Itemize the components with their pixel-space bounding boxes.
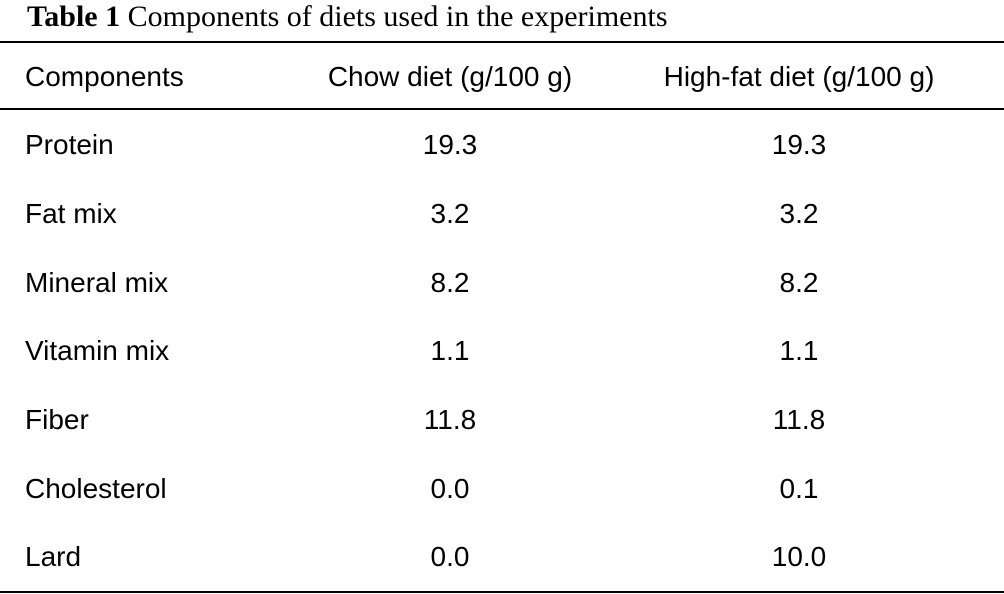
row-label: Mineral mix [25, 267, 169, 298]
table-row: Vitamin mix 1.1 1.1 [0, 331, 1004, 371]
chow-value: 19.3 [422, 129, 478, 160]
chow-value: 0.0 [430, 541, 470, 572]
header-chow-diet: Chow diet (g/100 g) [327, 61, 573, 92]
high-fat-value: 19.3 [771, 129, 827, 160]
chow-value: 1.1 [430, 335, 470, 366]
table-bottom-rule [0, 591, 1004, 593]
row-label: Protein [25, 129, 114, 160]
header-high-fat-diet: High-fat diet (g/100 g) [663, 61, 935, 92]
table-caption-label: Table 1 [27, 0, 121, 33]
chow-value: 11.8 [423, 404, 477, 435]
table-top-rule [0, 41, 1004, 43]
chow-value: 0.0 [430, 473, 470, 504]
table-caption-text: Components of diets used in the experime… [127, 0, 668, 33]
row-label: Cholesterol [25, 473, 167, 504]
row-label: Fat mix [25, 198, 117, 229]
table-row: Fat mix 3.2 3.2 [0, 194, 1004, 234]
row-label: Lard [25, 541, 82, 572]
table-row: Lard 0.0 10.0 [0, 537, 1004, 577]
high-fat-value: 0.1 [779, 473, 819, 504]
high-fat-value: 11.8 [772, 404, 826, 435]
high-fat-value: 1.1 [779, 335, 819, 366]
table-caption: Table 1 Components of diets used in the … [27, 0, 668, 34]
high-fat-value: 8.2 [779, 267, 819, 298]
header-components: Components [25, 61, 184, 92]
chow-value: 8.2 [430, 267, 470, 298]
table-header-row: Components Chow diet (g/100 g) High-fat … [0, 57, 1004, 97]
chow-value: 3.2 [430, 198, 470, 229]
table-header-rule [0, 108, 1004, 110]
table-row: Cholesterol 0.0 0.1 [0, 469, 1004, 509]
row-label: Fiber [25, 404, 89, 435]
high-fat-value: 3.2 [779, 198, 819, 229]
high-fat-value: 10.0 [771, 541, 827, 572]
table-row: Mineral mix 8.2 8.2 [0, 263, 1004, 303]
table-row: Protein 19.3 19.3 [0, 125, 1004, 165]
row-label: Vitamin mix [25, 335, 170, 366]
table-row: Fiber 11.8 11.8 [0, 400, 1004, 440]
